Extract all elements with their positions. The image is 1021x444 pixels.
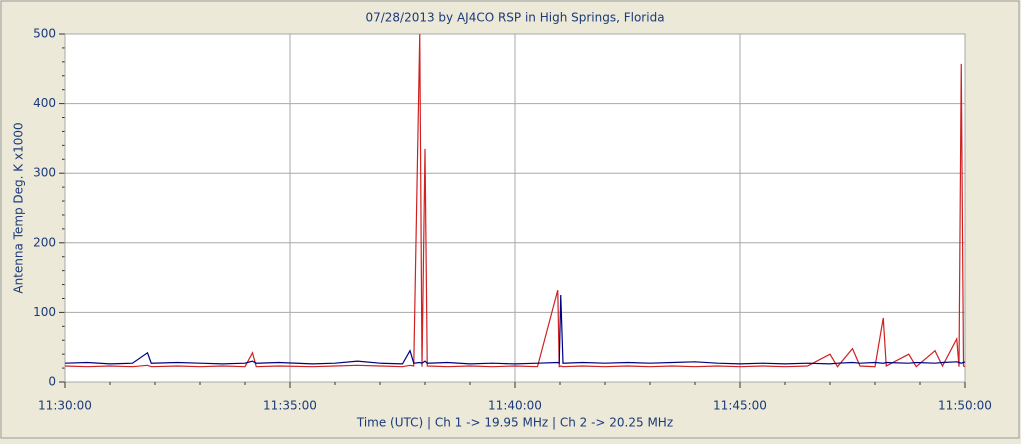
- series-line: [64, 33, 966, 368]
- chart-title: 07/28/2013 by AJ4CO RSP in High Springs,…: [365, 11, 664, 25]
- y-tick-label: 200: [33, 235, 56, 249]
- x-tick-label: 11:45:00: [713, 399, 767, 413]
- y-tick-label: 300: [33, 166, 56, 180]
- series-line: [64, 294, 966, 365]
- y-tick-label: 500: [33, 27, 56, 41]
- y-tick-label: 100: [33, 305, 56, 319]
- x-axis-label: Time (UTC) | Ch 1 -> 19.95 MHz | Ch 2 ->…: [356, 416, 673, 430]
- y-tick-label: 400: [33, 96, 56, 110]
- x-tick-label: 11:40:00: [488, 399, 542, 413]
- x-tick-label: 11:35:00: [263, 399, 317, 413]
- y-axis-label: Antenna Temp Deg. K x1000: [12, 122, 26, 293]
- plot-layer: 0 100 200 300 400 500 11:30:00 11:35:00 11:40:00…: [33, 27, 992, 413]
- x-tick-label: 11:30:00: [38, 399, 92, 413]
- x-tick-label: 11:50:00: [938, 399, 992, 413]
- y-tick-label: 0: [48, 375, 56, 389]
